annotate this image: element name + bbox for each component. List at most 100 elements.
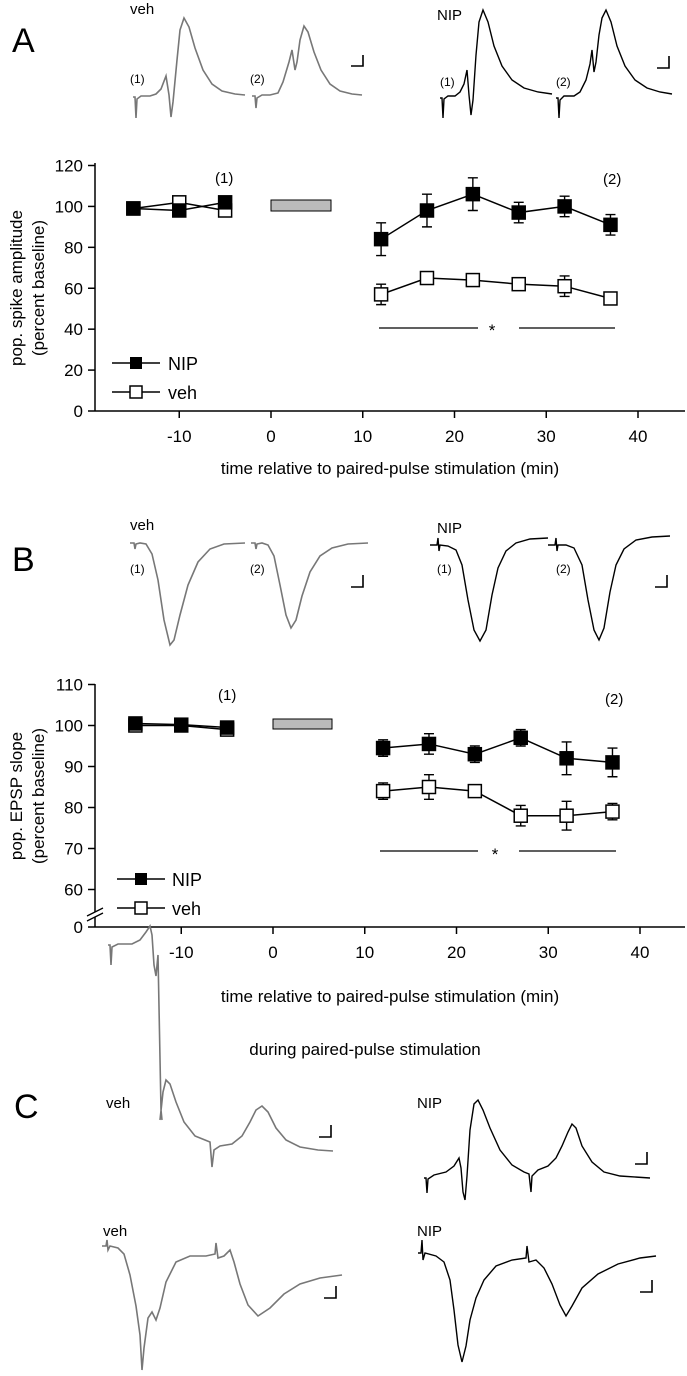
chart-b-point-nip xyxy=(513,730,528,746)
panel-c-title: during paired-pulse stimulation xyxy=(249,1040,481,1059)
trace-b-nip-2-label: (2) xyxy=(556,562,571,576)
trace-a-nip-scale-bar xyxy=(657,56,670,69)
chart-a-y-title: pop. spike amplitude xyxy=(7,210,26,366)
trace-c-nip-bottom xyxy=(418,1239,657,1363)
chart-a-ytick-label: 0 xyxy=(74,402,83,421)
trace-a-veh-1-label: (1) xyxy=(130,72,145,86)
panel-a-letter: A xyxy=(12,22,35,60)
trace-c-nip-bottom-scale-bar xyxy=(640,1280,653,1293)
trace-b-nip-1-label: (1) xyxy=(437,562,452,576)
chart-b-ytick-label: 90 xyxy=(64,758,83,777)
trace-a-nip-2 xyxy=(556,8,673,119)
trace-b-nip-scale-bar xyxy=(655,575,668,588)
trace-b-veh-label: veh xyxy=(130,517,154,534)
chart-b-ytick-label: 100 xyxy=(55,717,83,736)
panel-a: A veh (1) (2) NIP (1) (2) 02040608010012… xyxy=(7,1,685,478)
trace-a-nip-2-label: (2) xyxy=(556,75,571,89)
chart-b-point-veh xyxy=(421,779,437,795)
chart-b-series-veh-line xyxy=(383,786,613,817)
trace-b-veh-2-label: (2) xyxy=(250,562,265,576)
trace-a-veh-label: veh xyxy=(130,1,154,18)
chart-a-point-nip xyxy=(126,201,141,216)
chart-b-label-2: (2) xyxy=(605,691,623,708)
chart-b-legend-nip-label: NIP xyxy=(172,870,202,890)
chart-a-legend-nip-label: NIP xyxy=(168,354,198,374)
chart-a-point-nip xyxy=(419,203,435,218)
chart-b-xtick-label: 40 xyxy=(631,943,650,962)
chart-a-xtick-label: 20 xyxy=(445,427,464,446)
trace-a-veh-scale-bar xyxy=(351,55,364,67)
chart-b-point-veh xyxy=(513,808,528,823)
trace-c-veh-top xyxy=(108,923,334,1168)
chart-b-axis-break-2 xyxy=(86,912,104,922)
chart-a-xtick-label: 40 xyxy=(629,427,648,446)
chart-b-label-1: (1) xyxy=(218,687,236,704)
chart-b-y-title: pop. EPSP slope xyxy=(7,732,26,860)
chart-b-xtick-label: -10 xyxy=(169,943,194,962)
chart-a-ytick-label: 80 xyxy=(64,238,83,257)
chart-b-xtick-label: 20 xyxy=(447,943,466,962)
chart-b-point-veh xyxy=(467,783,483,799)
chart-a-stim-bar xyxy=(270,199,332,212)
chart-b-stim-bar xyxy=(272,718,333,730)
chart-a-legend-veh-label: veh xyxy=(168,383,197,403)
chart-a-ytick-label: 40 xyxy=(64,320,83,339)
chart-b-ytick-label: 60 xyxy=(64,881,83,900)
chart-b-xtick-label: 0 xyxy=(268,943,277,962)
chart-a-ytick-label: 20 xyxy=(64,361,83,380)
chart-a-ytick-label: 120 xyxy=(55,157,83,176)
panel-c-letter: C xyxy=(14,1088,39,1126)
chart-b-ytick-label: 80 xyxy=(64,799,83,818)
trace-b-nip-1 xyxy=(430,537,549,643)
panel-c: during paired-pulse stimulation C veh NI… xyxy=(14,923,657,1371)
trace-b-veh-1-label: (1) xyxy=(130,562,145,576)
chart-b: 0 60 70 80 90 100 110 -10 0 10 20 30 40 time relati… xyxy=(7,676,685,1006)
chart-a-series-nip-line xyxy=(380,193,611,240)
chart-a-point-nip xyxy=(511,205,526,220)
chart-b-y-title-2: (percent baseline) xyxy=(29,728,48,864)
chart-b-ytick-label: 110 xyxy=(56,676,83,695)
chart-a-label-2: (2) xyxy=(603,171,621,188)
chart-b-ytick-label: 0 xyxy=(74,918,83,937)
chart-a-xtick-label: 0 xyxy=(266,427,275,446)
chart-a-point-nip xyxy=(373,231,389,247)
chart-a-xtick-label: 30 xyxy=(537,427,556,446)
trace-c-veh-bottom-label: veh xyxy=(103,1223,127,1240)
chart-b-ytick-label: 70 xyxy=(64,840,83,859)
chart-a-label-1: (1) xyxy=(215,170,233,187)
chart-b-point-veh xyxy=(375,783,391,799)
chart-a-point-veh xyxy=(419,270,435,286)
trace-b-nip-label: NIP xyxy=(437,520,462,537)
chart-a-y-title-2: (percent baseline) xyxy=(29,220,48,356)
chart-a-series-veh-line xyxy=(380,277,611,300)
trace-c-nip-top-label: NIP xyxy=(417,1095,442,1112)
chart-b-point-veh xyxy=(559,808,574,823)
chart-a-legend-veh-marker xyxy=(129,385,143,399)
trace-a-veh-1 xyxy=(133,16,246,119)
chart-b-xtick-label: 30 xyxy=(539,943,558,962)
chart-b-point-nip xyxy=(605,755,620,770)
chart-b-point-veh xyxy=(605,804,620,819)
chart-b-point-nip xyxy=(128,716,143,731)
chart-a-point-nip xyxy=(557,199,572,214)
chart-b-point-nip xyxy=(559,751,574,766)
trace-a-veh-2-label: (2) xyxy=(250,72,265,86)
chart-b-sig-star: * xyxy=(492,845,499,864)
trace-a-nip-1-label: (1) xyxy=(440,75,455,89)
trace-c-nip-bottom-label: NIP xyxy=(417,1223,442,1240)
trace-c-veh-bottom xyxy=(102,1239,343,1371)
chart-a-ytick-label: 100 xyxy=(55,197,83,216)
chart-a-x-title: time relative to paired-pulse stimulatio… xyxy=(221,459,559,478)
chart-a-point-nip xyxy=(217,195,233,210)
chart-a-point-veh xyxy=(465,272,481,288)
chart-b-xtick-label: 10 xyxy=(355,943,374,962)
chart-b-series-nip-line xyxy=(383,736,613,764)
chart-b-point-nip xyxy=(467,746,483,762)
chart-a-point-nip xyxy=(465,186,481,202)
chart-a-sig-star: * xyxy=(489,321,496,340)
chart-a-legend-nip-marker xyxy=(130,357,142,369)
chart-a-point-veh xyxy=(511,276,526,292)
chart-b-point-nip xyxy=(174,717,189,732)
chart-b-point-nip xyxy=(219,720,235,735)
trace-b-veh-1 xyxy=(130,542,246,647)
